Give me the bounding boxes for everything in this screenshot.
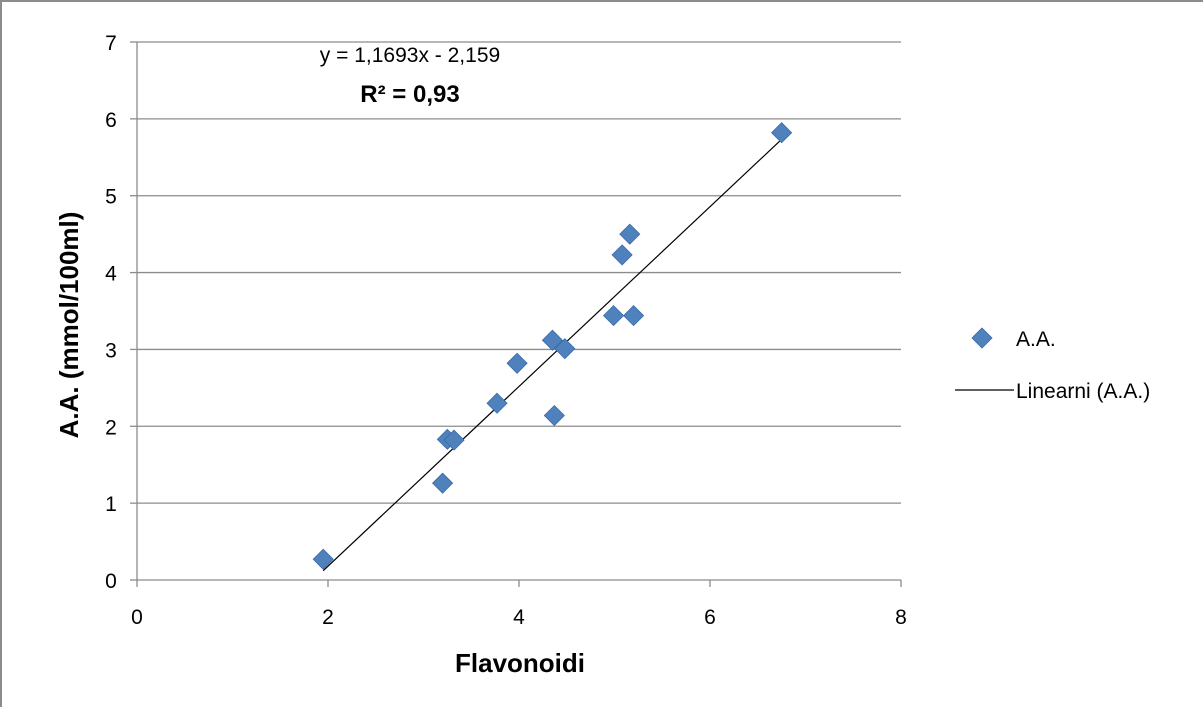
data-point bbox=[554, 338, 576, 360]
data-point bbox=[486, 392, 508, 414]
data-point bbox=[312, 548, 334, 570]
data-point bbox=[623, 305, 645, 327]
data-point bbox=[602, 305, 625, 327]
data-point bbox=[543, 404, 565, 427]
y-tick-labels: 0 1 2 3 4 5 6 7 bbox=[105, 32, 117, 593]
y-axis-title: A.A. (mmol/100ml) bbox=[54, 212, 84, 439]
r-squared-label: R² = 0,93 bbox=[360, 81, 459, 108]
y-tick-label: 0 bbox=[105, 570, 117, 593]
y-tick-label: 6 bbox=[105, 109, 117, 132]
data-point bbox=[611, 244, 633, 266]
y-tick-label: 4 bbox=[105, 263, 117, 286]
x-tick-labels: 0 2 4 6 8 bbox=[131, 606, 907, 629]
axes bbox=[130, 41, 902, 587]
data-points bbox=[312, 122, 793, 570]
data-point bbox=[619, 223, 641, 245]
x-tick-label: 8 bbox=[895, 606, 907, 629]
y-tick-label: 5 bbox=[105, 186, 117, 209]
trendline-layer bbox=[322, 138, 783, 572]
y-tick-label: 1 bbox=[105, 493, 117, 516]
legend-label-series: A.A. bbox=[1016, 328, 1056, 351]
x-tick-label: 6 bbox=[704, 606, 716, 629]
data-point bbox=[432, 472, 454, 494]
legend-label-trendline: Linearni (A.A.) bbox=[1016, 380, 1150, 403]
data-point bbox=[443, 429, 465, 451]
x-axis-title: Flavonoidi bbox=[455, 648, 585, 678]
gridlines bbox=[137, 41, 901, 504]
y-tick-label: 3 bbox=[105, 339, 117, 362]
y-tick-label: 2 bbox=[105, 416, 117, 439]
data-point bbox=[541, 329, 563, 351]
data-point bbox=[771, 122, 793, 144]
x-tick-label: 2 bbox=[322, 606, 334, 629]
trendline bbox=[322, 138, 783, 572]
trendline-equation: y = 1,1693x - 2,159 bbox=[320, 44, 500, 67]
legend: A.A. Linearni (A.A.) bbox=[955, 327, 1150, 403]
legend-marker-diamond bbox=[971, 327, 993, 349]
x-tick-label: 0 bbox=[131, 606, 143, 629]
x-tick-label: 4 bbox=[513, 606, 525, 629]
y-tick-label: 7 bbox=[105, 32, 117, 55]
data-point bbox=[506, 352, 528, 374]
